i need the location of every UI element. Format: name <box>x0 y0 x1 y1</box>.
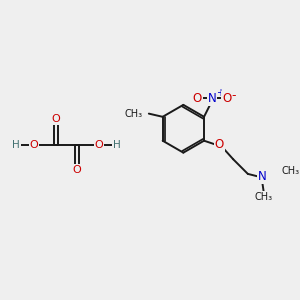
Text: O: O <box>94 140 103 150</box>
Text: H: H <box>113 140 121 150</box>
Text: CH₃: CH₃ <box>255 192 273 202</box>
Text: O: O <box>222 92 231 105</box>
Text: O: O <box>30 140 38 150</box>
Text: N: N <box>258 170 267 183</box>
Text: O: O <box>193 92 202 105</box>
Text: O: O <box>214 138 224 151</box>
Text: CH₃: CH₃ <box>124 109 142 118</box>
Text: CH₃: CH₃ <box>282 166 300 176</box>
Text: N: N <box>208 92 216 105</box>
Text: +: + <box>216 88 224 98</box>
Text: O: O <box>73 165 82 175</box>
Text: O: O <box>52 115 60 124</box>
Text: -: - <box>231 88 236 101</box>
Text: H: H <box>12 140 20 150</box>
